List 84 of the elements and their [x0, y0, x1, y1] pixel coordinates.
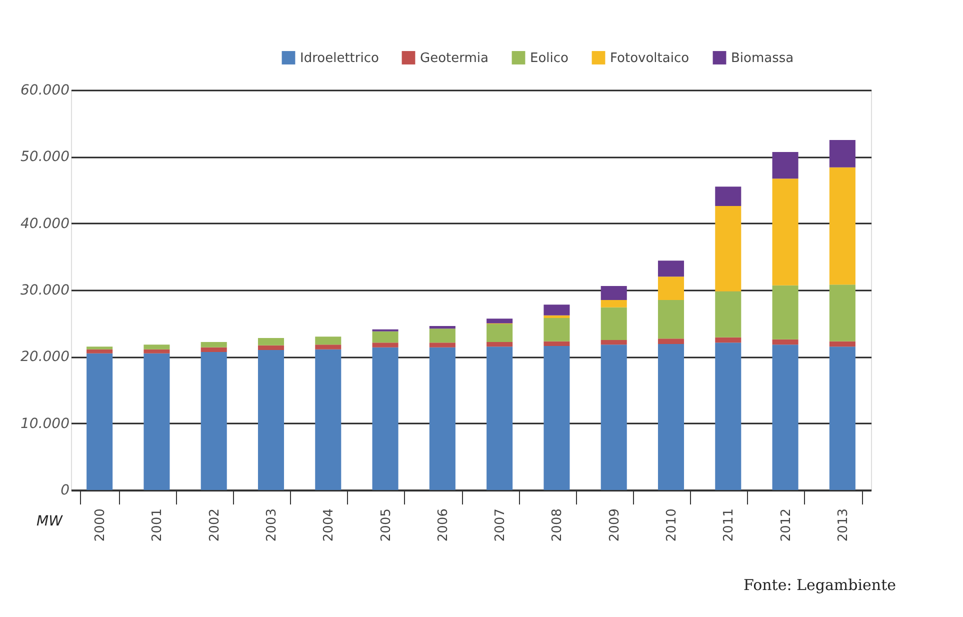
legend-label: Idroelettrico [300, 50, 380, 66]
bar [486, 318, 513, 324]
bar [315, 344, 342, 350]
bar [772, 152, 798, 179]
y-tick-label: 20.000 [20, 349, 70, 366]
bar [658, 260, 684, 277]
bar [258, 350, 284, 490]
bar [715, 337, 742, 343]
bar [600, 344, 627, 490]
bar [600, 340, 627, 345]
bar [486, 324, 513, 342]
source-note: Fonte: Legambiente [744, 576, 896, 594]
x-tick-label: 2005 [378, 508, 394, 542]
x-tick-label: 2004 [322, 508, 337, 542]
x-tick-label: 2011 [722, 508, 737, 542]
bar [258, 345, 284, 350]
bar [315, 336, 342, 345]
bar [544, 318, 570, 342]
bar [544, 315, 570, 318]
bar [429, 326, 456, 329]
bar [544, 346, 570, 490]
x-tick-label: 2009 [607, 508, 622, 542]
bar [200, 352, 227, 490]
y-tick-label: 40.000 [20, 216, 70, 232]
bar [658, 344, 684, 490]
bar [772, 285, 798, 340]
bar [829, 140, 856, 168]
y-tick-label: 30.000 [20, 282, 70, 298]
bar [658, 338, 684, 344]
x-tick-label: 2000 [93, 508, 108, 542]
bar [315, 349, 342, 490]
bar [658, 276, 684, 300]
bar [200, 347, 227, 352]
bar [829, 341, 856, 347]
bar [144, 353, 170, 490]
x-tick-label: 2001 [150, 508, 166, 542]
bar [200, 342, 227, 348]
bar [372, 331, 398, 343]
bar [772, 344, 798, 490]
bar [715, 186, 742, 206]
bar [772, 178, 798, 286]
x-tick-label: 2007 [493, 508, 508, 542]
x-tick-label: 2008 [550, 508, 566, 542]
bar [372, 342, 398, 348]
x-tick-label: 2013 [836, 508, 851, 542]
bar [658, 300, 684, 339]
y-tick-label: 60.000 [20, 82, 70, 98]
bar [86, 346, 113, 350]
y-axis-title: MW [36, 514, 64, 530]
legend-label: Geotermia [420, 50, 488, 66]
bar [372, 347, 398, 490]
bar [829, 284, 856, 342]
bar [600, 300, 627, 308]
x-tick-label: 2010 [664, 508, 680, 542]
bar [429, 328, 456, 343]
bar [86, 349, 113, 354]
bar [829, 167, 856, 285]
bar [600, 286, 627, 300]
bar [429, 342, 456, 348]
bar [715, 342, 742, 490]
bar [772, 339, 798, 345]
bar [486, 342, 513, 347]
y-tick-label: 0 [60, 482, 70, 498]
bar [144, 344, 170, 350]
bar [600, 307, 627, 340]
legend-label: Fotovoltaico [610, 50, 690, 66]
bar [544, 341, 570, 346]
bar [544, 304, 570, 316]
legend-label: Biomassa [731, 50, 794, 66]
x-tick-label: 2003 [264, 508, 280, 542]
x-tick-label: 2002 [207, 508, 222, 542]
bar [258, 338, 284, 346]
y-tick-label: 10.000 [20, 416, 70, 432]
bar [486, 346, 513, 490]
bar [715, 291, 742, 338]
bar [429, 347, 456, 490]
bar [86, 353, 113, 490]
bar [829, 346, 856, 490]
y-tick-label: 50.000 [20, 149, 70, 166]
bar [144, 349, 170, 354]
legend-label: Eolico [530, 50, 569, 66]
x-tick-label: 2006 [436, 508, 451, 542]
x-tick-label: 2012 [778, 508, 794, 542]
bar [715, 206, 742, 292]
